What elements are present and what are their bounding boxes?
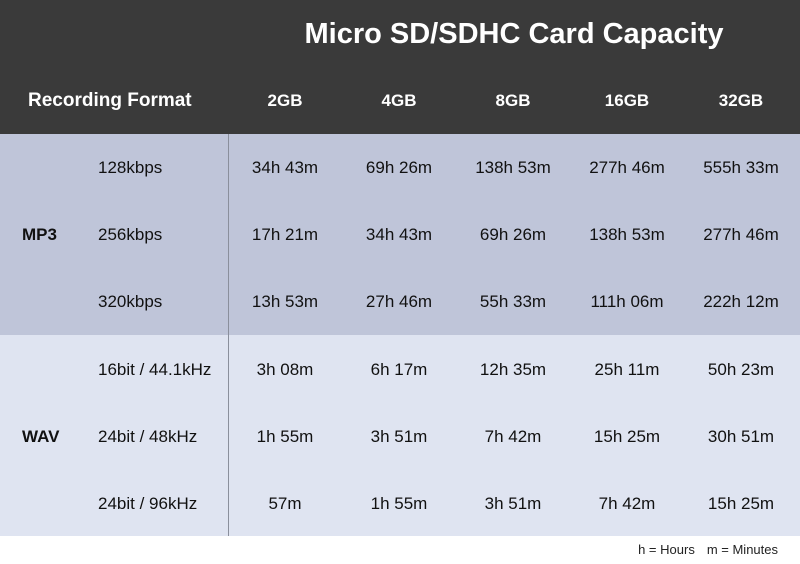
column-divider [228,134,229,536]
footnote-hours: h = Hours [638,542,695,557]
column-header-16gb: 16GB [604,91,650,110]
table-cell: 111h 06m [590,292,664,311]
table-cell: 3h 51m [370,427,428,446]
table-cell: 55h 33m [479,292,547,311]
rate-label: 24bit / 48kHz [98,427,198,446]
column-header-4gb: 4GB [381,91,417,110]
table-title: Micro SD/SDHC Card Capacity [304,18,724,50]
footnote: h = Hours m = Minutes [638,540,778,560]
table-cell: 7h 42m [598,494,656,513]
table-cell: 27h 46m [365,292,433,311]
table-cell: 15h 25m [593,427,661,446]
table-cell: 13h 53m [251,292,319,311]
column-header-8gb: 8GB [495,91,531,110]
table-cell: 138h 53m [589,225,665,244]
table-cell: 7h 42m [484,427,542,446]
table-cell: 12h 35m [479,360,547,379]
table-cell: 1h 55m [256,427,314,446]
rate-label: 256kbps [98,225,163,244]
rate-label: 320kbps [98,292,163,311]
table-cell: 50h 23m [707,360,775,379]
mp3-section [0,134,800,335]
table-cell: 3h 51m [484,494,542,513]
table-cell: 3h 08m [256,360,314,379]
table-header: Micro SD/SDHC Card Capacity Recording Fo… [0,0,800,134]
table-cell: 555h 33m [703,158,779,177]
column-header-2gb: 2GB [267,91,303,110]
recording-format-label: Recording Format [28,90,192,111]
footnote-minutes: m = Minutes [706,542,778,557]
table-cell: 277h 46m [589,158,665,177]
rate-label: 128kbps [98,158,163,177]
rate-label: 24bit / 96kHz [98,494,198,513]
group-label-wav: WAV [22,427,60,446]
rate-label: 16bit / 44.1kHz [98,360,212,379]
wav-section [0,335,800,536]
table-cell: 1h 55m [370,494,428,513]
table-cell: 15h 25m [707,494,775,513]
table-cell: 57m [268,494,302,513]
table-cell: 34h 43m [365,225,433,244]
table-cell: 17h 21m [251,225,319,244]
group-label-mp3: MP3 [22,225,57,244]
table-cell: 138h 53m [475,158,551,177]
table-cell: 277h 46m [703,225,779,244]
table-cell: 69h 26m [365,158,433,177]
table-cell: 25h 11m [594,360,660,379]
table-cell: 6h 17m [370,360,428,379]
table-cell: 34h 43m [251,158,319,177]
table-cell: 69h 26m [479,225,547,244]
column-header-32gb: 32GB [718,91,764,110]
table-cell: 222h 12m [703,292,779,311]
table-cell: 30h 51m [707,427,775,446]
